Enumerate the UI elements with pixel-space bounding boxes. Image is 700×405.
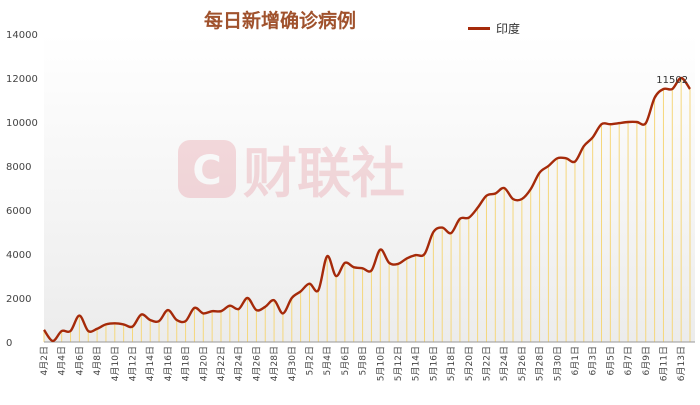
y-tick-label: 8000	[6, 162, 31, 173]
x-tick-label: 5月10日	[375, 346, 386, 381]
x-tick-label: 4月10日	[110, 346, 121, 381]
x-tick-label: 4月8日	[92, 346, 103, 375]
legend-swatch	[468, 27, 490, 30]
x-tick-label: 4月20日	[198, 346, 209, 381]
x-tick-label: 4月4日	[57, 346, 68, 375]
x-tick-label: 5月4日	[322, 346, 333, 375]
x-tick-label: 6月13日	[676, 346, 687, 381]
y-tick-label: 0	[6, 338, 12, 349]
x-tick-label: 4月22日	[216, 346, 227, 381]
x-tick-label: 6月3日	[588, 346, 599, 375]
x-tick-label: 6月7日	[623, 346, 634, 375]
data-label: 11502	[656, 75, 688, 86]
x-tick-label: 5月28日	[535, 346, 546, 381]
y-tick-label: 10000	[6, 118, 38, 129]
x-tick-label: 6月11日	[658, 346, 669, 381]
x-tick-label: 5月14日	[411, 346, 422, 381]
chart-title: 每日新增确诊病例	[203, 10, 356, 32]
x-tick-label: 5月30日	[552, 346, 563, 381]
watermark-text: 财联社	[243, 142, 405, 205]
y-tick-label: 12000	[6, 74, 38, 85]
x-tick-label: 4月14日	[145, 346, 156, 381]
data-labels: 11502	[656, 75, 688, 86]
y-tick-label: 4000	[6, 250, 31, 261]
x-tick-label: 5月24日	[499, 346, 510, 381]
y-tick-label: 14000	[6, 30, 38, 41]
x-tick-label: 4月16日	[163, 346, 174, 381]
drop-lines	[43, 78, 691, 342]
x-tick-label: 4月12日	[127, 346, 138, 381]
x-tick-label: 5月8日	[358, 346, 369, 375]
x-tick-label: 4月26日	[251, 346, 262, 381]
x-tick-label: 5月2日	[304, 346, 315, 375]
x-tick-label: 4月18日	[181, 346, 192, 381]
y-tick-label: 2000	[6, 294, 31, 305]
svg-text:C: C	[192, 148, 221, 194]
x-tick-label: 5月22日	[481, 346, 492, 381]
y-axis: 0 2000 4000 6000 8000 10000 12000 14000	[6, 30, 38, 349]
legend: 印度	[468, 20, 520, 37]
x-tick-label: 4月2日	[39, 346, 50, 375]
x-tick-label: 4月24日	[234, 346, 245, 381]
x-tick-label: 6月1日	[570, 346, 581, 375]
x-tick-label: 6月9日	[641, 346, 652, 375]
x-tick-label: 4月6日	[74, 346, 85, 375]
x-axis: 4月2日 4月4日 4月6日 4月8日 4月10日 4月12日 4月14日 4月16日 4月18…	[39, 346, 687, 381]
series-line-india	[43, 76, 691, 343]
plot-background	[44, 34, 695, 342]
watermark-logo: C 财联社	[178, 140, 405, 205]
legend-label: 印度	[496, 22, 521, 36]
y-tick-label: 6000	[6, 206, 31, 217]
x-tick-label: 5月18日	[446, 346, 457, 381]
x-tick-label: 6月5日	[605, 346, 616, 375]
x-tick-label: 5月6日	[340, 346, 351, 375]
x-tick-label: 5月20日	[464, 346, 475, 381]
x-tick-label: 5月26日	[517, 346, 528, 381]
x-tick-label: 5月12日	[393, 346, 404, 381]
x-tick-label: 4月28日	[269, 346, 280, 381]
x-tick-label: 5月16日	[428, 346, 439, 381]
x-tick-label: 4月30日	[287, 346, 298, 381]
